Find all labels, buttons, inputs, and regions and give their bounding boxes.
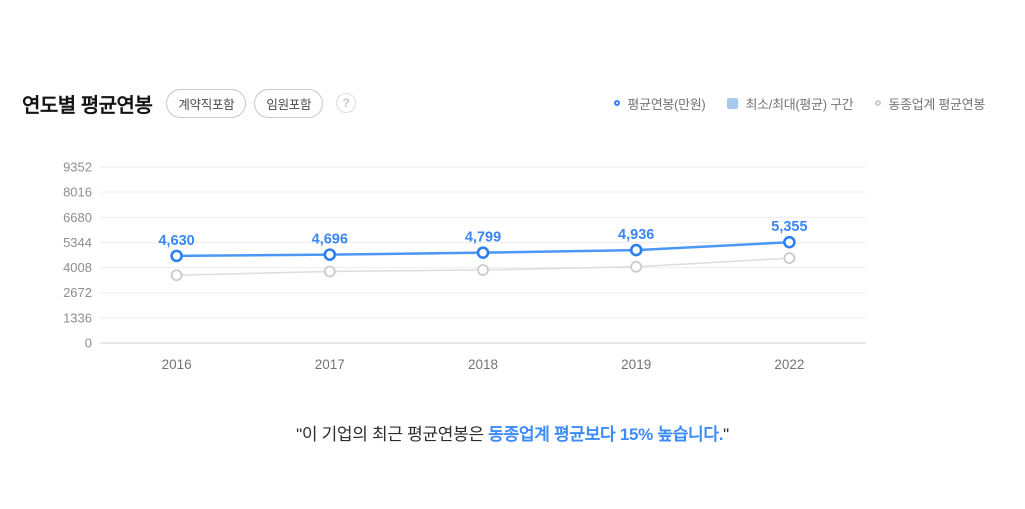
svg-text:2017: 2017 <box>315 357 345 372</box>
svg-text:5,355: 5,355 <box>771 219 807 235</box>
svg-text:2672: 2672 <box>63 285 92 300</box>
blue-ring-icon <box>614 100 621 106</box>
badge-executives-included: 임원포함 <box>254 88 324 118</box>
svg-text:2022: 2022 <box>774 357 804 372</box>
legend-item-average-salary[interactable]: 평균연봉(만원) <box>614 94 706 113</box>
legend-label: 평균연봉(만원) <box>627 96 706 112</box>
section-header: 연도별 평균연봉 계약직포함 임원포함 ? 평균연봉(만원) 최소/최대(평균)… <box>22 84 985 122</box>
light-blue-square-icon <box>727 97 739 109</box>
svg-text:4,696: 4,696 <box>312 232 348 248</box>
svg-text:4,630: 4,630 <box>158 233 194 249</box>
legend-label: 최소/최대(평균) 구간 <box>745 96 854 112</box>
insight-suffix: " <box>723 425 729 444</box>
help-icon[interactable]: ? <box>336 93 357 113</box>
legend-item-industry-average[interactable]: 동종업계 평균연봉 <box>875 94 985 113</box>
svg-text:1336: 1336 <box>63 310 92 325</box>
salary-line-chart: 0 1336 2672 4008 5344 6680 8016 9352 2016 2017 201… <box>63 160 866 372</box>
badge-group: 계약직포함 임원포함 ? <box>166 88 357 118</box>
svg-text:4008: 4008 <box>63 260 92 275</box>
svg-text:2018: 2018 <box>468 357 498 372</box>
insight-highlight: 동종업계 평균보다 15% 높습니다. <box>488 425 724 444</box>
svg-text:4,936: 4,936 <box>618 227 654 243</box>
chart-legend: 평균연봉(만원) 최소/최대(평균) 구간 동종업계 평균연봉 <box>614 94 985 113</box>
insight-text: "이 기업의 최근 평균연봉은 동종업계 평균보다 15% 높습니다." <box>0 420 1025 445</box>
svg-text:0: 0 <box>85 336 92 351</box>
insight-prefix: "이 기업의 최근 평균연봉은 <box>296 425 489 444</box>
svg-text:2016: 2016 <box>162 357 192 372</box>
svg-text:4,799: 4,799 <box>465 230 501 246</box>
svg-text:5344: 5344 <box>63 235 92 250</box>
svg-text:8016: 8016 <box>63 185 92 200</box>
badge-contract-included: 계약직포함 <box>166 88 247 118</box>
section-title: 연도별 평균연봉 <box>22 94 153 117</box>
svg-text:6680: 6680 <box>63 210 92 225</box>
legend-item-min-max-range[interactable]: 최소/최대(평균) 구간 <box>727 94 854 113</box>
svg-text:9352: 9352 <box>63 160 92 175</box>
gray-ring-icon <box>875 100 882 106</box>
svg-text:2019: 2019 <box>621 357 651 372</box>
legend-label: 동종업계 평균연봉 <box>888 96 985 112</box>
